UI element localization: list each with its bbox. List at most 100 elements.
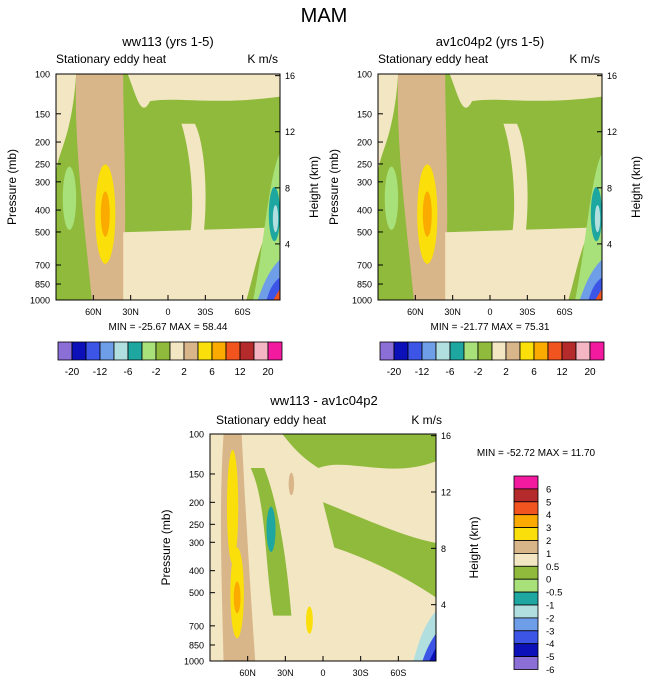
colorbar-box <box>407 341 423 361</box>
contour-field <box>56 74 280 300</box>
colorbar-box <box>211 341 227 361</box>
y-tick-label: 100 <box>35 70 50 80</box>
colorbar-box <box>435 341 451 361</box>
y-right-axis-label: Height (km) <box>467 516 481 578</box>
colorbar-box <box>513 604 539 619</box>
colorbar-box <box>57 341 73 361</box>
contour-fill-neg4 <box>422 633 436 661</box>
y-tick-label: 150 <box>189 469 204 479</box>
y-axis-label: Pressure (mb) <box>159 509 173 585</box>
figure-title: MAM <box>300 5 348 27</box>
y-right-tick-label: 8 <box>285 183 290 193</box>
colorbar-label: 0 <box>546 575 551 586</box>
y-tick-label: 1000 <box>352 296 372 306</box>
y-tick-label: 500 <box>357 227 372 237</box>
colorbar-box <box>513 643 539 658</box>
x-tick-label: 30N <box>444 307 461 317</box>
chart-panel-1: ww113 (yrs 1-5) Stationary eddy heat K m/s… <box>5 34 321 333</box>
contour-field <box>378 74 602 300</box>
colorbar-label: -12 <box>415 367 430 378</box>
min-max-label: MIN = -25.67 MAX = 58.44 <box>109 322 228 333</box>
colorbar-label: 6 <box>209 367 215 378</box>
contour-fill-pos3 <box>100 191 110 237</box>
x-tick-label: 60S <box>390 668 406 678</box>
colorbar-label: -2 <box>474 367 483 378</box>
panel-subtitle: Stationary eddy heat <box>56 52 167 66</box>
colorbar-label: 3 <box>546 523 551 534</box>
y-right-tick-label: 8 <box>607 183 612 193</box>
y-right-tick-label: 8 <box>441 544 446 554</box>
y-tick-label: 400 <box>357 206 372 216</box>
contour-fill-neg05 <box>62 166 77 230</box>
colorbar-box <box>575 341 591 361</box>
colorbar-diff: 6 5 4 3 2 1 0.5 0 -0.5 -1-2 -3 -4 -5 -6 <box>513 475 562 676</box>
contour-fill-pos3 <box>422 191 432 237</box>
colorbar: -20 -12 -6 -2 2 6 12 20 <box>57 341 283 378</box>
contour-fill-zero <box>323 502 436 598</box>
colorbar-box <box>513 591 539 606</box>
x-tick-label: 60N <box>407 307 424 317</box>
colorbar-label: -2 <box>152 367 161 378</box>
y-right-axis-label: Height (km) <box>307 156 321 218</box>
y-tick-label: 150 <box>35 109 50 119</box>
colorbar-label: 6 <box>531 367 537 378</box>
colorbar-box <box>113 341 129 361</box>
colorbar-label: 2 <box>503 367 509 378</box>
colorbar-box <box>505 341 521 361</box>
colorbar-box <box>127 341 143 361</box>
y-tick-label: 150 <box>357 109 372 119</box>
colorbar-box <box>463 341 479 361</box>
contour-fill-pos05 <box>445 227 591 300</box>
colorbar-box <box>513 630 539 645</box>
x-tick-label: 60N <box>239 668 256 678</box>
chart-panel-3: ww113 - av1c04p2 Stationary eddy heat K m/… <box>159 393 596 678</box>
y-tick-label: 300 <box>357 177 372 187</box>
colorbar-box <box>71 341 87 361</box>
y-tick-label: 500 <box>35 227 50 237</box>
colorbar-label: 2 <box>546 536 551 547</box>
contour-fill-zero <box>282 434 436 469</box>
x-tick-label: 60S <box>557 307 573 317</box>
y-tick-label: 850 <box>357 280 372 290</box>
y-tick-label: 700 <box>189 621 204 631</box>
colorbar-label: -1 <box>546 601 554 612</box>
y-tick-label: 200 <box>357 138 372 148</box>
contour-fill-neg1 <box>266 506 276 553</box>
colorbar-label: -0.5 <box>546 588 562 599</box>
colorbar-label: 20 <box>584 367 596 378</box>
colorbar-label: 6 <box>546 484 551 495</box>
colorbar-label: -20 <box>65 367 80 378</box>
colorbar-label: -6 <box>124 367 133 378</box>
colorbar-box <box>239 341 255 361</box>
contour-fill-pos05 <box>127 74 280 108</box>
y-tick-label: 250 <box>357 159 372 169</box>
panel-title: ww113 (yrs 1-5) <box>121 34 214 49</box>
x-tick-label: 60S <box>235 307 251 317</box>
panel-title: ww113 - av1c04p2 <box>269 393 377 408</box>
colorbar-box <box>253 341 269 361</box>
colorbar-box <box>561 341 577 361</box>
colorbar-box <box>513 578 539 593</box>
y-right-tick-label: 16 <box>607 71 617 81</box>
y-tick-label: 300 <box>35 177 50 187</box>
y-right-tick-label: 12 <box>441 487 451 497</box>
min-max-label: MIN = -52.72 MAX = 11.70 <box>477 448 596 459</box>
colorbar-label: -6 <box>546 665 554 676</box>
contour-fill-neg05 <box>384 166 399 230</box>
y-tick-label: 200 <box>189 498 204 508</box>
contour-field <box>210 434 436 661</box>
colorbar: -20 -12 -6 -2 2 6 12 20 <box>379 341 605 378</box>
x-tick-label: 30N <box>277 668 294 678</box>
contour-fill-neg5 <box>429 647 436 661</box>
colorbar-box <box>155 341 171 361</box>
y-tick-label: 100 <box>357 70 372 80</box>
contour-fill-pos05 <box>449 74 602 108</box>
y-tick-label: 100 <box>189 430 204 440</box>
colorbar-box <box>85 341 101 361</box>
colorbar-box <box>519 341 535 361</box>
colorbar-box <box>477 341 493 361</box>
chart-panel-2: av1c04p2 (yrs 1-5) Stationary eddy heat K … <box>327 34 643 333</box>
x-tick-label: 30S <box>197 307 213 317</box>
min-max-label: MIN = -21.77 MAX = 75.31 <box>431 322 550 333</box>
colorbar-box <box>379 341 395 361</box>
